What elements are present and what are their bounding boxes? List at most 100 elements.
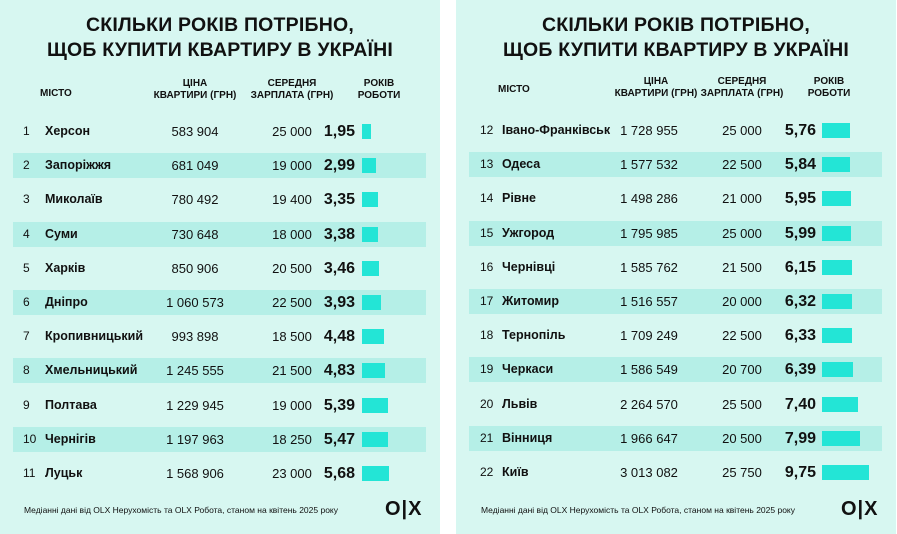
rank-cell: 9 xyxy=(23,397,30,412)
table-row: 14 Рівне 1 498 286 21 000 5,95 xyxy=(469,186,882,211)
rank-cell: 11 xyxy=(23,466,36,480)
city-cell: Чернівці xyxy=(502,259,556,274)
price-cell: 1 516 557 xyxy=(620,294,678,309)
rank-cell: 8 xyxy=(23,363,30,378)
years-cell: 3,93 xyxy=(323,294,355,311)
price-cell: 1 568 906 xyxy=(166,466,224,481)
years-cell: 5,84 xyxy=(784,156,816,174)
salary-cell: 21 000 xyxy=(722,191,762,207)
rank-cell: 5 xyxy=(23,260,30,275)
city-cell: Хмельницький xyxy=(45,363,138,378)
years-bar xyxy=(822,465,869,480)
table-row: 5 Харків 850 906 20 500 3,46 xyxy=(13,256,426,281)
city-cell: Тернопіль xyxy=(502,328,566,343)
years-bar xyxy=(362,295,381,310)
salary-cell: 25 000 xyxy=(272,124,312,139)
title-line-1: Скільки років потрібно, xyxy=(86,14,354,36)
salary-cell: 25 000 xyxy=(722,225,762,241)
header-salary: Середня зарплата (грн) xyxy=(700,76,784,99)
salary-cell: 23 000 xyxy=(272,466,312,481)
price-cell: 850 906 xyxy=(171,260,219,276)
salary-cell: 22 500 xyxy=(722,328,762,344)
years-bar xyxy=(362,260,379,276)
years-bar xyxy=(362,192,378,208)
years-bar xyxy=(822,157,850,173)
salary-cell: 19 000 xyxy=(272,158,312,174)
price-cell: 3 013 082 xyxy=(620,465,678,480)
header-city: Місто xyxy=(498,84,530,95)
price-cell: 730 648 xyxy=(171,226,219,242)
salary-cell: 21 500 xyxy=(272,363,312,379)
salary-cell: 19 000 xyxy=(272,397,312,413)
years-bar xyxy=(362,431,388,447)
rank-cell: 15 xyxy=(480,225,494,240)
city-cell: Черкаси xyxy=(502,362,554,377)
city-cell: Івано-Франківськ xyxy=(502,123,611,137)
rank-cell: 2 xyxy=(23,158,30,173)
years-bar xyxy=(822,396,858,412)
table-row: 12 Івано-Франківськ 1 728 955 25 000 5,76 xyxy=(469,118,882,143)
years-bar xyxy=(822,362,853,378)
salary-cell: 22 500 xyxy=(722,157,762,173)
years-cell: 5,47 xyxy=(323,430,355,448)
table-row: 20 Львів 2 264 570 25 500 7,40 xyxy=(469,392,882,417)
city-cell: Харків xyxy=(45,260,86,275)
olx-logo: O|X xyxy=(841,498,879,520)
rank-cell: 13 xyxy=(480,157,494,172)
city-cell: Київ xyxy=(502,465,529,479)
table-row: 11 Луцьк 1 568 906 23 000 5,68 xyxy=(13,461,426,486)
title-line-1: Скільки років потрібно, xyxy=(542,14,810,36)
years-bar xyxy=(362,329,384,345)
years-cell: 7,40 xyxy=(784,395,816,413)
city-cell: Кропивницький xyxy=(45,329,144,344)
salary-cell: 25 750 xyxy=(722,465,762,480)
price-cell: 1 245 555 xyxy=(166,363,224,379)
price-cell: 1 577 532 xyxy=(620,157,678,173)
rank-cell: 20 xyxy=(480,396,494,411)
salary-cell: 20 500 xyxy=(272,260,312,276)
table-row: 2 Запоріжжя 681 049 19 000 2,99 xyxy=(13,153,426,179)
olx-logo: O|X xyxy=(385,498,423,520)
salary-cell: 25 000 xyxy=(722,123,762,138)
rank-cell: 21 xyxy=(480,430,494,445)
years-bar xyxy=(362,158,376,174)
price-cell: 1 498 286 xyxy=(620,191,678,207)
table-row: 16 Чернівці 1 585 762 21 500 6,15 xyxy=(469,255,882,280)
price-cell: 1 229 945 xyxy=(166,397,224,413)
table-row: 13 Одеса 1 577 532 22 500 5,84 xyxy=(469,152,882,178)
salary-cell: 22 500 xyxy=(272,295,312,310)
rank-cell: 18 xyxy=(480,328,494,343)
years-bar xyxy=(822,225,851,241)
years-bar xyxy=(362,124,371,139)
table-row: 10 Чернігів 1 197 963 18 250 5,47 xyxy=(13,426,426,452)
title-line-2: щоб купити квартиру в Україні xyxy=(46,39,394,61)
city-cell: Суми xyxy=(45,226,78,241)
rank-cell: 22 xyxy=(480,465,494,479)
rank-cell: 10 xyxy=(23,431,37,446)
years-bar xyxy=(362,226,378,242)
table-row: 19 Черкаси 1 586 549 20 700 6,39 xyxy=(469,357,882,383)
table-row: 15 Ужгород 1 795 985 25 000 5,99 xyxy=(469,220,882,246)
years-cell: 2,99 xyxy=(323,157,355,175)
years-cell: 5,39 xyxy=(323,396,355,414)
years-cell: 3,38 xyxy=(323,225,355,243)
table-row: 21 Вінниця 1 966 647 20 500 7,99 xyxy=(469,425,882,451)
years-bar xyxy=(362,363,385,379)
years-bar xyxy=(822,328,852,344)
salary-cell: 20 500 xyxy=(722,430,762,446)
salary-cell: 21 500 xyxy=(722,259,762,275)
city-cell: Дніпро xyxy=(45,295,88,309)
price-cell: 1 728 955 xyxy=(620,123,678,138)
years-bar xyxy=(822,430,860,446)
years-cell: 1,95 xyxy=(323,123,355,140)
table-row: 22 Київ 3 013 082 25 750 9,75 xyxy=(469,460,882,485)
price-cell: 681 049 xyxy=(171,158,219,174)
rank-cell: 14 xyxy=(480,191,494,206)
salary-cell: 18 500 xyxy=(272,329,312,345)
years-cell: 3,35 xyxy=(323,191,355,209)
right-panel: Скільки років потрібно, щоб купити кварт… xyxy=(456,0,896,534)
table-row: 18 Тернопіль 1 709 249 22 500 6,33 xyxy=(469,323,882,348)
years-bar xyxy=(822,191,851,207)
price-cell: 1 966 647 xyxy=(620,430,678,446)
footnote: Медіанні дані від OLX Нерухомість та OLX… xyxy=(24,505,338,515)
